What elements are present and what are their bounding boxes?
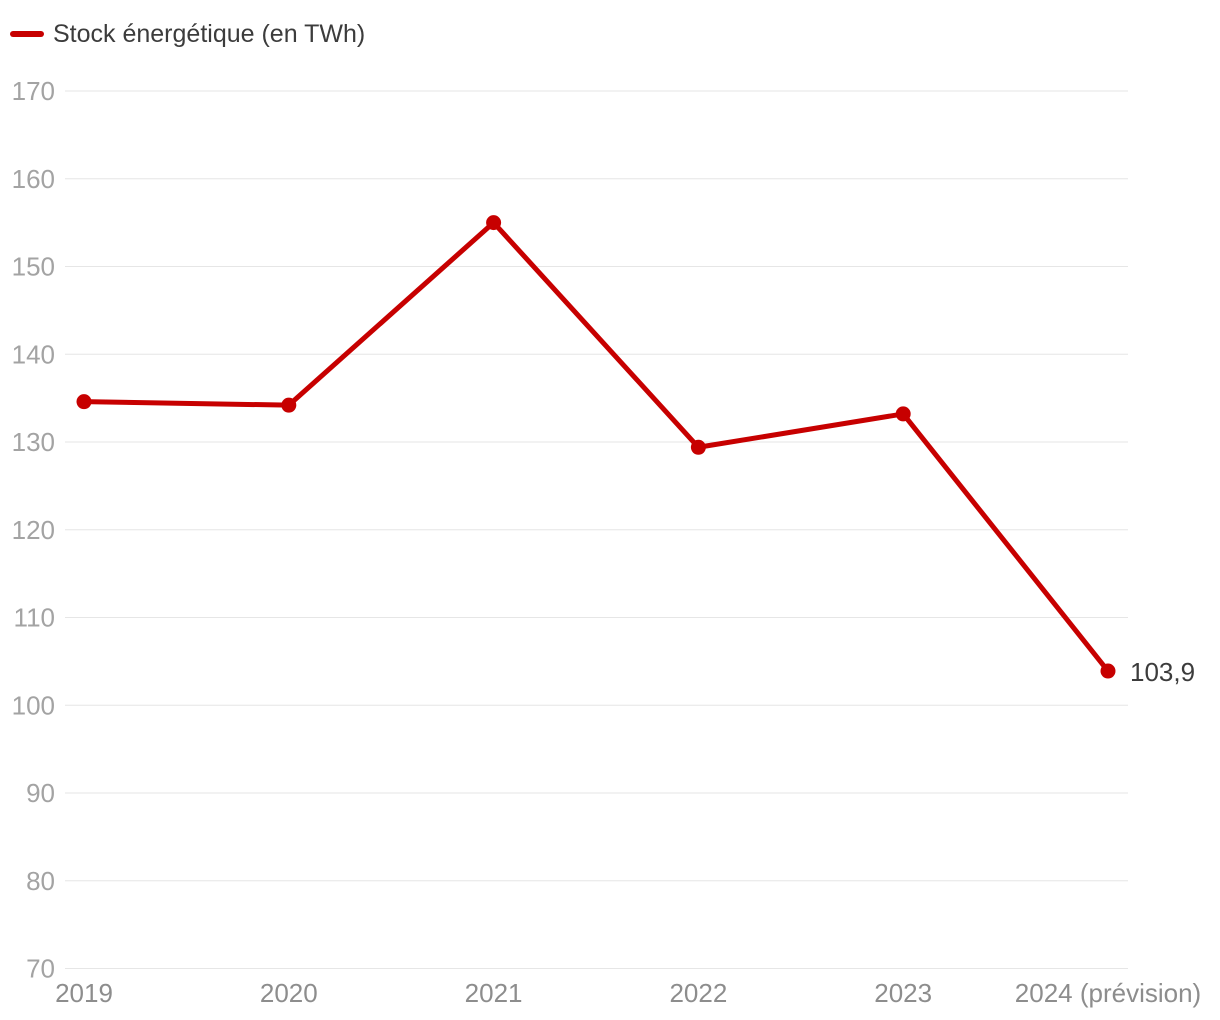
data-point-2024-pr-vision[interactable] bbox=[1100, 663, 1116, 679]
data-point-2021[interactable] bbox=[486, 215, 502, 231]
data-point-2022[interactable] bbox=[690, 439, 706, 455]
y-tick-label-80: 80 bbox=[26, 866, 55, 896]
x-tick-label-2020: 2020 bbox=[260, 978, 318, 1008]
y-tick-label-120: 120 bbox=[12, 515, 55, 545]
legend-label: Stock énergétique (en TWh) bbox=[53, 20, 366, 48]
y-tick-label-170: 170 bbox=[12, 76, 55, 106]
y-tick-label-100: 100 bbox=[12, 690, 55, 720]
x-tick-label-2021: 2021 bbox=[465, 978, 523, 1008]
y-tick-label-160: 160 bbox=[12, 164, 55, 194]
last-value-label: 103,9 bbox=[1130, 657, 1195, 687]
x-tick-label-2019: 2019 bbox=[55, 978, 113, 1008]
data-point-2019[interactable] bbox=[76, 394, 92, 410]
y-tick-label-110: 110 bbox=[14, 603, 55, 633]
y-tick-label-130: 130 bbox=[12, 427, 55, 457]
x-tick-label-2022: 2022 bbox=[669, 978, 727, 1008]
series-line-stock-nerg-tique-en-twh bbox=[81, 220, 1111, 674]
legend-line-swatch bbox=[10, 31, 44, 37]
data-point-2020[interactable] bbox=[281, 397, 297, 413]
y-tick-label-90: 90 bbox=[26, 778, 55, 808]
legend: Stock énergétique (en TWh) bbox=[10, 19, 365, 49]
y-tick-label-140: 140 bbox=[12, 339, 55, 369]
data-point-2023[interactable] bbox=[895, 406, 911, 422]
y-tick-label-70: 70 bbox=[26, 954, 55, 984]
y-tick-label-150: 150 bbox=[12, 252, 55, 282]
x-tick-label-2024-pr-vision: 2024 (prévision) bbox=[1015, 978, 1201, 1008]
x-tick-label-2023: 2023 bbox=[874, 978, 932, 1008]
